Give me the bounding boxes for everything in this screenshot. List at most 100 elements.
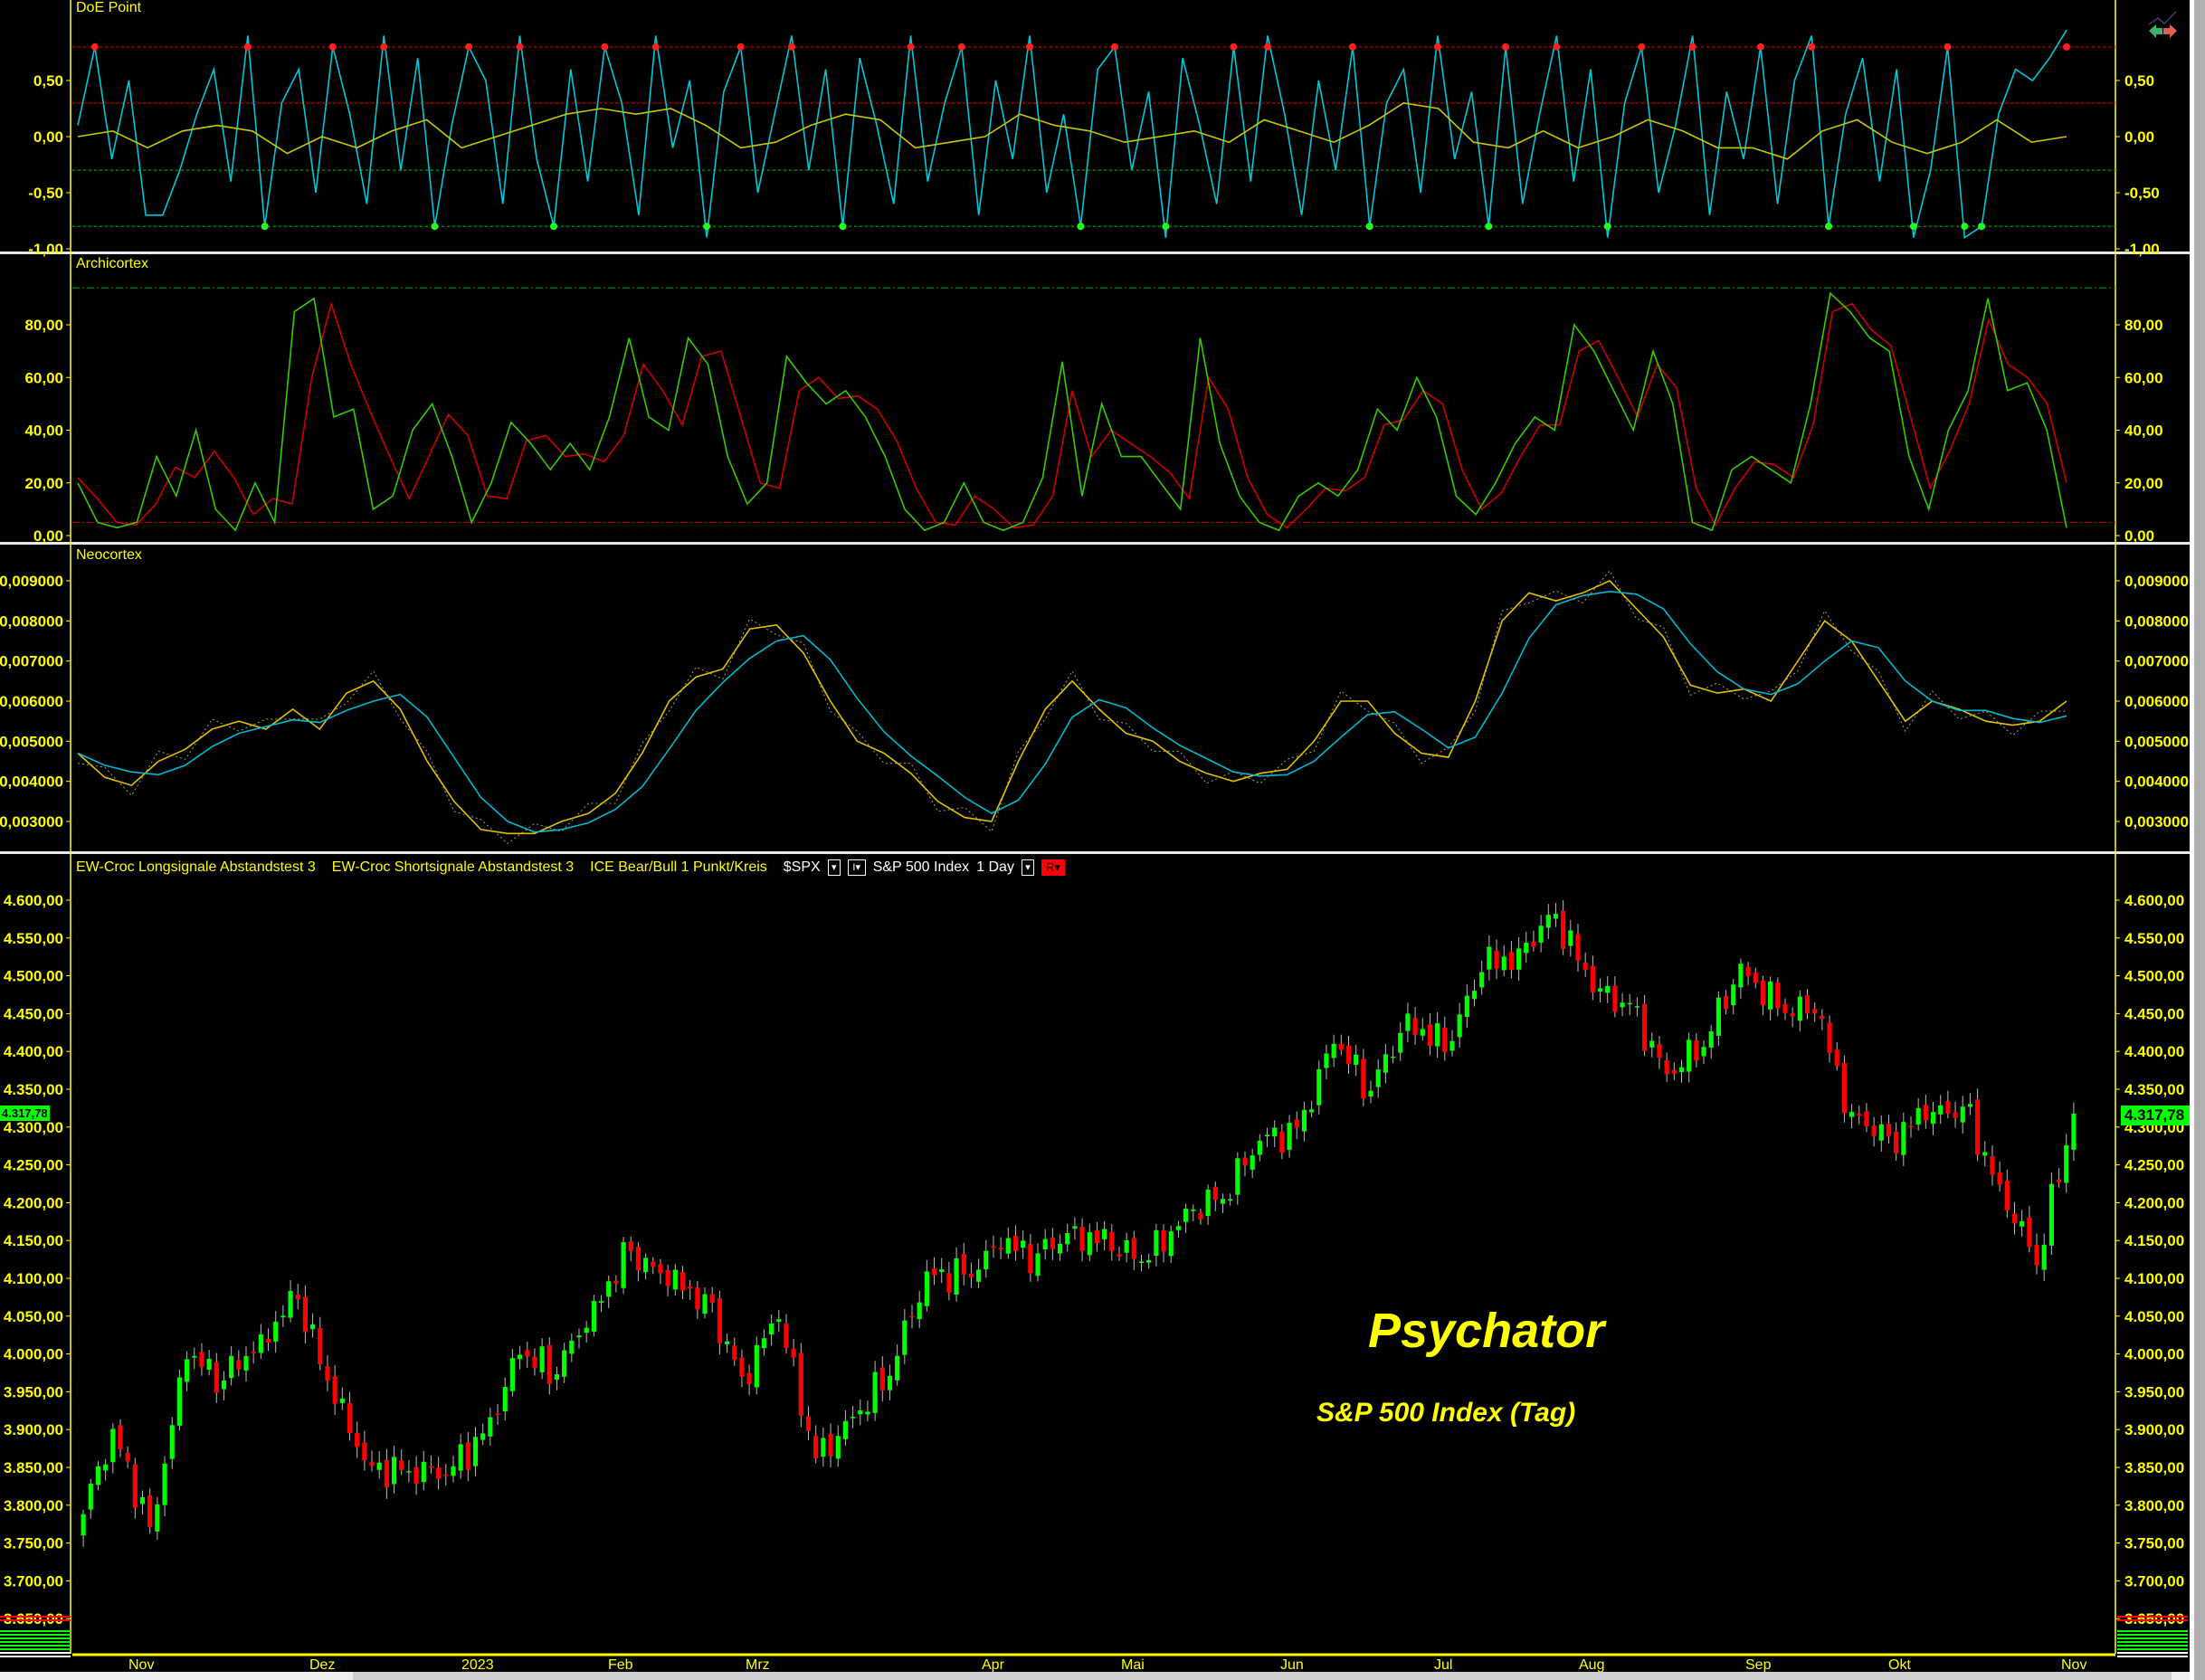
price-tick-label-right: 3.800,00 [2124, 1497, 2184, 1514]
doe-sell-dot [1638, 43, 1646, 51]
price-tick-label-right: 3.650,00 [2124, 1610, 2184, 1628]
candle-body [1708, 1031, 1714, 1048]
candle-body [1790, 1012, 1795, 1017]
doe-tick-label-left: -0,50 [28, 185, 63, 202]
r-button[interactable]: R▾ [1041, 859, 1065, 876]
candle-body [2064, 1144, 2069, 1183]
candle-body [672, 1269, 678, 1290]
doe-sell-dot [907, 43, 915, 51]
price-tick-label-right: 4.450,00 [2124, 1005, 2184, 1022]
candle-body [251, 1351, 256, 1353]
status-strip [2117, 1648, 2188, 1650]
candle-body [2041, 1244, 2047, 1270]
doe-sell-dot [957, 43, 965, 51]
candle-body [1257, 1140, 1262, 1155]
candle-body [1953, 1112, 1958, 1118]
candle-body [1731, 984, 1736, 1006]
status-strip [2117, 1616, 2188, 1618]
candle-body [436, 1467, 442, 1479]
candle-body [1021, 1240, 1026, 1248]
status-strip [2117, 1634, 2188, 1636]
candle-body [1087, 1232, 1092, 1256]
candle-body [132, 1464, 138, 1508]
candle-body [746, 1372, 752, 1385]
status-strip [2117, 1656, 2188, 1657]
interval-label[interactable]: 1 Day [976, 859, 1014, 875]
candle-body [1035, 1253, 1041, 1277]
symbol-dropdown[interactable]: ▾ [827, 859, 841, 876]
legend-short-signals[interactable]: EW-Croc Shortsignale Abstandstest 3 [331, 859, 575, 875]
candle-body [1538, 925, 1544, 943]
chart-type-dropdown[interactable]: I▾ [847, 859, 866, 876]
candle-body [1220, 1199, 1226, 1204]
doe-buy-dot [1909, 223, 1917, 231]
price-tick-label-left: 4.500,00 [4, 968, 63, 985]
month-label: Apr [982, 1657, 1004, 1673]
candle-body [1175, 1226, 1181, 1230]
candle-body [643, 1258, 649, 1273]
candle-body [598, 1301, 604, 1303]
candle-body [776, 1319, 782, 1322]
doe-sell-dot [1433, 43, 1441, 51]
doe-sell-dot [1553, 43, 1561, 51]
candle-body [169, 1425, 175, 1459]
candle-body [532, 1356, 537, 1368]
candle-body [1398, 1032, 1403, 1053]
candle-body [318, 1328, 323, 1365]
candle-body [1102, 1229, 1107, 1239]
candle-body [214, 1362, 219, 1393]
candle-body [265, 1338, 271, 1343]
candle-body [2048, 1183, 2054, 1246]
candle-body [1797, 996, 1802, 1021]
candle-body [1753, 972, 1758, 983]
archicortex-tick-label-left: 60,00 [24, 369, 63, 386]
candle-body [1575, 934, 1581, 961]
candle-body [1901, 1122, 1906, 1155]
doe-tick-label-left: -1,00 [28, 241, 63, 258]
scrollbar-thumb[interactable] [353, 1672, 2172, 1680]
candle-body [1960, 1106, 1965, 1123]
candle-body [872, 1372, 878, 1413]
neocortex-tick-label-right: 0,003000 [2124, 813, 2189, 831]
candle-body [1405, 1013, 1411, 1031]
month-label: Aug [1579, 1657, 1605, 1673]
doe-sell-dot [2063, 43, 2070, 51]
candle-body [1782, 1003, 1788, 1013]
vertical-scrollbar[interactable] [2194, 0, 2205, 1680]
candle-body [1612, 985, 1618, 1012]
candle-body [1435, 1023, 1440, 1047]
candle-body [1124, 1239, 1129, 1253]
candle-body [1420, 1029, 1425, 1036]
candle-body [1820, 1015, 1825, 1020]
candle-body [1316, 1068, 1322, 1106]
legend-ice[interactable]: ICE Bear/Bull 1 Punkt/Kreis [590, 859, 767, 875]
candle-body [2004, 1181, 2010, 1210]
price-tick-label-left: 4.100,00 [4, 1270, 63, 1287]
doe-sell-dot [1808, 43, 1816, 51]
doe-buy-dot [431, 223, 439, 231]
candle-body [539, 1346, 545, 1372]
candle-body [976, 1269, 982, 1282]
price-tick-label-left: 3.850,00 [4, 1459, 63, 1476]
candle-body [1457, 1014, 1462, 1038]
legend-long-signals[interactable]: EW-Croc Longsignale Abstandstest 3 [76, 859, 316, 875]
candle-body [236, 1360, 242, 1370]
candle-body [1412, 1018, 1418, 1035]
candle-body [310, 1324, 316, 1330]
status-strip [0, 1637, 71, 1639]
candle-body [1264, 1134, 1270, 1136]
candle-body [1345, 1045, 1352, 1064]
neocortex-signal-line [77, 590, 2067, 833]
interval-dropdown[interactable]: ▾ [1021, 859, 1034, 876]
candle-body [81, 1514, 86, 1536]
neocortex-tick-label-left: 0,003000 [0, 813, 63, 831]
arrow-left-icon [2149, 24, 2162, 38]
symbol-label[interactable]: $SPX [783, 859, 821, 875]
candle-body [1383, 1054, 1388, 1073]
doe-buy-dot [1077, 223, 1085, 231]
watermark-title: Psychator [1368, 1304, 1605, 1358]
price-tick-label-right: 4.250,00 [2124, 1157, 2184, 1174]
candle-body [443, 1474, 449, 1476]
candle-body [125, 1452, 130, 1462]
